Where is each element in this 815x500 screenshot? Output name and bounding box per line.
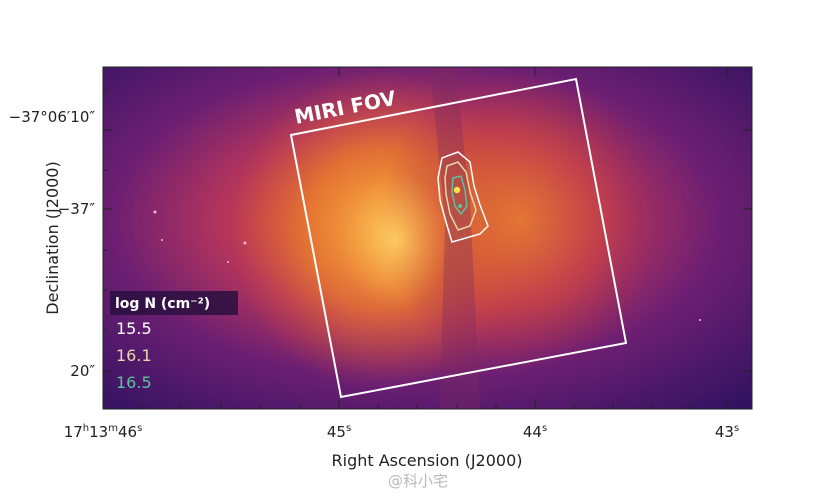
y-tick-label-1: −37°06′10″ — [9, 108, 96, 126]
contour-16-5 — [451, 175, 468, 216]
miri-fov-box — [289, 77, 628, 399]
y-tick-label-2: −37″ — [58, 200, 96, 218]
x-tick-label-4: 43s — [715, 423, 739, 441]
contour-15-5 — [437, 151, 489, 243]
watermark: @科小宅 — [388, 472, 449, 490]
y-tick-marks — [103, 89, 752, 372]
secondary-marker — [458, 204, 462, 208]
nebula-image — [103, 67, 752, 409]
legend-item-16-1: 16.1 — [116, 346, 152, 365]
y-tick-label-3: 20″ — [70, 362, 95, 380]
x-tick-marks — [102, 67, 728, 409]
legend-item-15-5: 15.5 — [116, 319, 152, 338]
contour-legend: log N (cm⁻²) 15.5 16.1 16.5 — [110, 291, 238, 392]
y-axis-title: Declination (J2000) — [43, 161, 62, 314]
x-tick-label-3: 44s — [523, 423, 547, 441]
x-tick-label-2: 45s — [327, 423, 351, 441]
column-density-contours — [437, 151, 489, 243]
x-axis-title: Right Ascension (J2000) — [332, 451, 523, 470]
contour-16-1 — [444, 161, 477, 231]
plot-frame — [102, 66, 753, 410]
x-tick-label-1: 17h13m46s — [64, 423, 143, 441]
legend-item-16-5: 16.5 — [116, 373, 152, 392]
legend-title: log N (cm⁻²) — [115, 296, 210, 312]
protostar-marker — [453, 186, 461, 194]
